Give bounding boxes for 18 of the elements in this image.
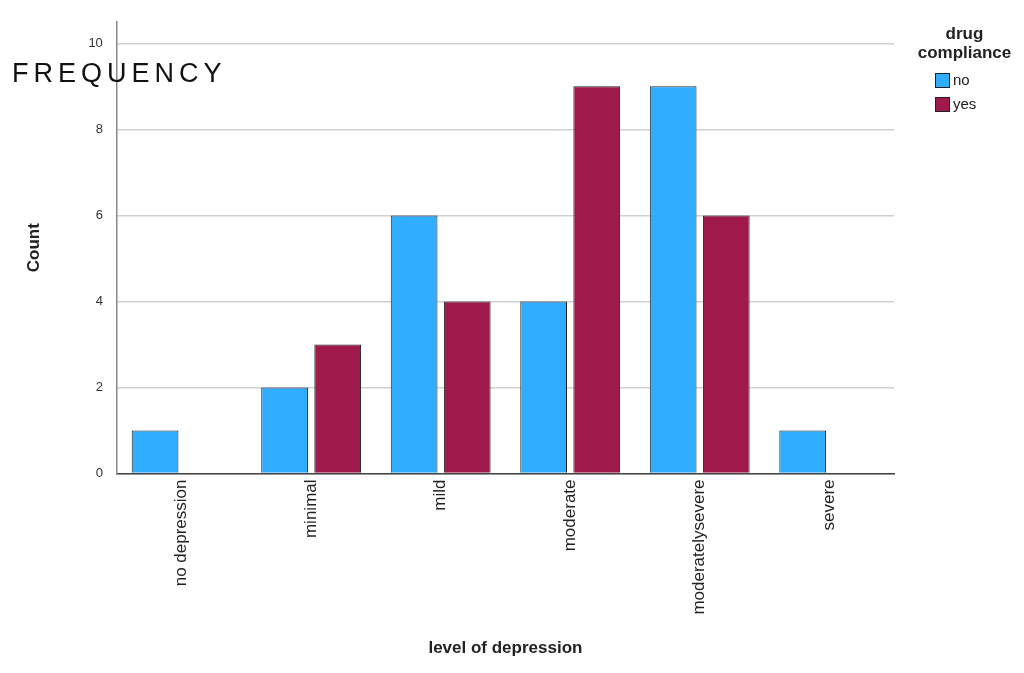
legend-title: drug compliance [916, 24, 1013, 62]
legend-label: no [953, 70, 970, 90]
y-tick-label: 6 [95, 206, 103, 222]
x-tick-label: moderatelysevere [689, 479, 709, 615]
x-tick-label: no depression [171, 479, 191, 587]
y-tick-label: 4 [95, 292, 103, 308]
x-tick-label: moderate [559, 479, 579, 552]
y-tick-label: 2 [95, 379, 103, 395]
legend-label: yes [953, 94, 977, 114]
text: FREQUENCY [12, 58, 227, 89]
x-tick-label: mild [430, 479, 450, 511]
y-tick-label: 10 [88, 34, 103, 50]
y-tick-label: 0 [95, 465, 103, 481]
x-tick-label: minimal [300, 479, 320, 539]
x-axis-title: level of depression [428, 638, 583, 658]
y-tick-label: 8 [95, 120, 103, 136]
y-axis-title: Count [23, 222, 43, 273]
x-tick-label: severe [818, 479, 838, 531]
